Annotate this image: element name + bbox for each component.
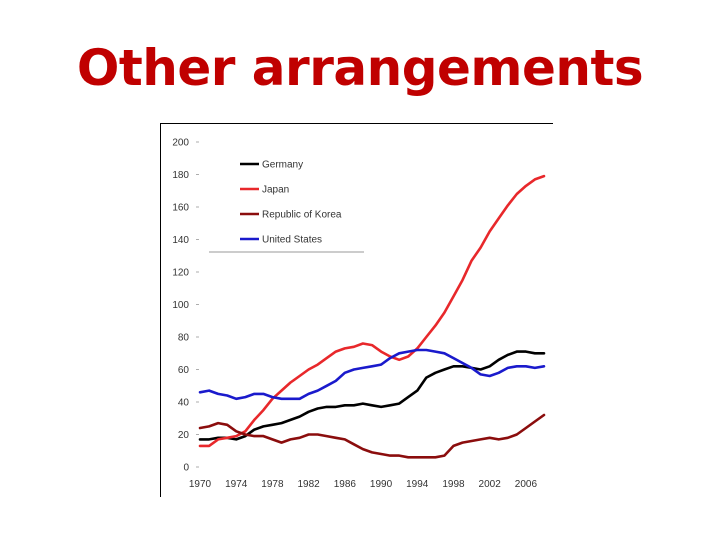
x-tick-label: 2006 — [515, 479, 538, 490]
slide-title: Other arrangements — [76, 39, 644, 97]
line-chart: 0 20 40 60 80 100 120 140 160 180 200 1970 1974 1978 1… — [160, 123, 553, 497]
y-tick-label: 60 — [178, 365, 190, 376]
y-tick-label: 180 — [172, 170, 189, 181]
legend-label: Germany — [262, 160, 303, 171]
y-tick-label: 20 — [178, 430, 190, 441]
x-tick-label: 1998 — [442, 479, 465, 490]
series-line-japan — [198, 174, 546, 448]
x-tick-label: 1994 — [406, 479, 429, 490]
x-tick-label: 2002 — [479, 479, 502, 490]
y-tick-label: 160 — [172, 203, 189, 214]
x-tick-label: 1990 — [370, 479, 393, 490]
y-tick-label: 100 — [172, 300, 189, 311]
y-tick-label: 200 — [172, 138, 189, 149]
series-line-germany — [198, 350, 546, 441]
x-tick-label: 1986 — [334, 479, 357, 490]
legend-label: United States — [262, 235, 322, 246]
y-tick-label: 80 — [178, 333, 190, 344]
series-line-republic-of-korea — [198, 413, 546, 459]
x-tick-label: 1970 — [189, 479, 212, 490]
legend-label: Japan — [262, 185, 289, 196]
x-tick-label: 1974 — [225, 479, 248, 490]
y-tick-label: 120 — [172, 268, 189, 279]
chart-frame: 0 20 40 60 80 100 120 140 160 180 200 1970 1974 1978 1… — [160, 123, 553, 497]
y-tick-label: 40 — [178, 398, 190, 409]
x-tick-label: 1978 — [261, 479, 284, 490]
x-tick-label: 1982 — [298, 479, 321, 490]
y-tick-label: 140 — [172, 235, 189, 246]
y-tick-label: 0 — [183, 463, 189, 474]
legend-label: Republic of Korea — [262, 210, 342, 221]
series-line-united-states — [198, 348, 546, 401]
